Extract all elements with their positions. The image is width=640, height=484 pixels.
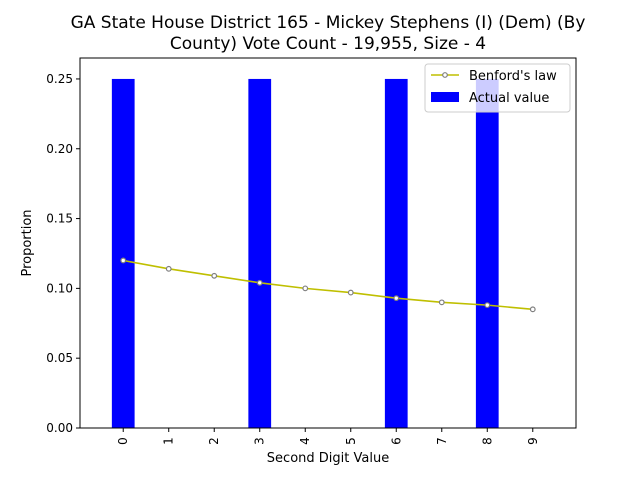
legend-label-0: Benford's law [469, 69, 557, 84]
x-tick-label-4: 4 [298, 437, 312, 445]
bars-layer [111, 78, 499, 429]
y-tick-label-0.10: 0.10 [46, 281, 73, 295]
benford-line-layer [120, 257, 536, 313]
chart-title-line-2: County) Vote Count - 19,955, Size - 4 [170, 34, 486, 54]
bar-3 [248, 78, 272, 429]
bar-6 [384, 78, 408, 429]
x-tick-label-8: 8 [480, 437, 494, 445]
legend-box [424, 63, 571, 113]
bar-0 [111, 78, 135, 429]
benford-point-1 [165, 265, 172, 272]
y-tick-label-0.15: 0.15 [46, 212, 73, 226]
benford-point-4 [302, 285, 309, 292]
y-tick-label-0.20: 0.20 [46, 142, 73, 156]
bar-8 [475, 78, 499, 429]
x-tick-label-2: 2 [207, 437, 221, 445]
legend-marker-swatch [442, 72, 448, 78]
plot-frame [79, 57, 577, 429]
chart-title-line-1: GA State House District 165 - Mickey Ste… [71, 13, 586, 33]
benford-point-9 [529, 306, 536, 313]
benford-point-6 [393, 295, 400, 302]
y-tick-label-0.00: 0.00 [46, 421, 73, 435]
y-axis: 0.00 0.05 0.10 0.15 0.20 0.25 [46, 72, 80, 435]
benford-line [123, 259, 533, 311]
legend-label-1: Actual value [469, 91, 549, 106]
x-tick-label-1: 1 [162, 437, 176, 445]
legend: Benford's law Actual value [424, 63, 571, 113]
y-tick-label-0.05: 0.05 [46, 351, 73, 365]
x-tick-label-9: 9 [526, 437, 540, 445]
y-axis-label: Proportion [20, 209, 35, 276]
x-tick-label-5: 5 [344, 437, 358, 445]
x-axis: 0 1 2 3 4 5 6 7 8 9 [116, 428, 540, 445]
x-tick-label-7: 7 [435, 437, 449, 445]
x-tick-label-3: 3 [253, 437, 267, 445]
x-tick-label-0: 0 [116, 437, 130, 445]
x-tick-label-6: 6 [389, 437, 403, 445]
benford-point-7 [438, 299, 445, 306]
x-axis-label: Second Digit Value [267, 451, 389, 466]
benford-point-0 [120, 257, 127, 264]
benford-point-8 [484, 302, 491, 309]
legend-bar-swatch [431, 92, 459, 102]
benford-point-5 [347, 289, 354, 296]
y-tick-label-0.25: 0.25 [46, 72, 73, 86]
benford-point-3 [256, 279, 263, 286]
benford-point-2 [211, 272, 218, 279]
